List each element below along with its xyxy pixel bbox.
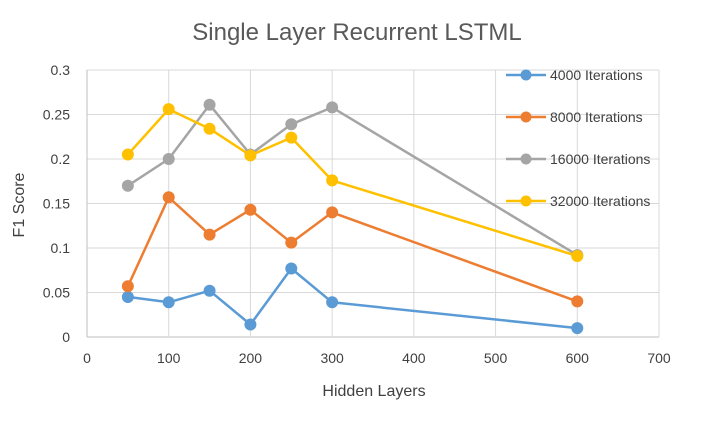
x-tick-label: 300 (320, 350, 344, 366)
data-point (244, 203, 257, 216)
data-point (162, 103, 175, 116)
data-point (244, 318, 257, 331)
legend-marker-swatch (520, 69, 532, 81)
series-1 (121, 262, 584, 335)
legend: 4000 Iterations 8000 Iterations 16000 Iter… (506, 67, 650, 209)
data-point (244, 149, 257, 162)
tick-labels: 0 0.05 0.1 0.15 0.2 0.25 0.3 0 100 200 300 400 500 60… (43, 62, 671, 366)
data-point (203, 122, 216, 135)
data-point (326, 101, 339, 114)
y-tick-label: 0.15 (43, 196, 70, 212)
x-tick-label: 700 (647, 350, 671, 366)
x-tick-label: 100 (157, 350, 181, 366)
data-point (162, 296, 175, 309)
y-tick-label: 0.2 (51, 151, 71, 167)
data-point (162, 153, 175, 165)
y-tick-label: 0.05 (43, 285, 70, 301)
series-4 (121, 103, 584, 263)
x-tick-label: 400 (402, 350, 426, 366)
data-point (571, 322, 584, 335)
legend-marker-swatch (520, 111, 532, 123)
data-point (203, 284, 216, 297)
y-tick-label: 0.3 (51, 62, 71, 78)
series-2 (121, 191, 584, 308)
series-line (126, 196, 578, 303)
data-point (162, 191, 175, 204)
legend-label: 8000 Iterations (550, 109, 643, 125)
series-line (126, 107, 578, 258)
x-axis-title: Hidden Layers (322, 383, 425, 400)
data-point (121, 290, 134, 303)
legend-item: 16000 Iterations (506, 151, 650, 167)
data-point (285, 236, 298, 249)
legend-label: 32000 Iterations (550, 193, 650, 209)
data-point (121, 148, 134, 161)
legend-marker-swatch (520, 153, 532, 165)
y-axis-title: F1 Score (11, 172, 28, 237)
data-point (326, 206, 339, 219)
x-tick-label: 200 (239, 350, 263, 366)
data-point (285, 131, 298, 144)
data-point (571, 295, 584, 308)
legend-marker-swatch (520, 195, 532, 207)
x-tick-label: 0 (83, 350, 91, 366)
legend-item: 8000 Iterations (506, 109, 643, 125)
x-tick-label: 500 (484, 350, 508, 366)
legend-label: 16000 Iterations (550, 151, 650, 167)
chart-title: Single Layer Recurrent LSTML (192, 19, 521, 46)
data-point (203, 98, 216, 111)
legend-item: 32000 Iterations (506, 193, 650, 209)
data-point (121, 179, 134, 192)
data-point (285, 118, 298, 131)
legend-label: 4000 Iterations (550, 67, 643, 83)
data-point (571, 250, 584, 263)
data-point (121, 280, 134, 293)
data-point (326, 296, 339, 309)
series-line (127, 103, 578, 257)
plot-area (121, 98, 584, 335)
x-tick-label: 600 (566, 350, 590, 366)
y-tick-label: 0.25 (43, 107, 70, 123)
y-tick-label: 0.1 (51, 240, 71, 256)
data-point (203, 228, 216, 241)
legend-item: 4000 Iterations (506, 67, 643, 83)
data-point (285, 262, 298, 275)
data-point (326, 174, 339, 187)
y-tick-label: 0 (62, 329, 70, 345)
